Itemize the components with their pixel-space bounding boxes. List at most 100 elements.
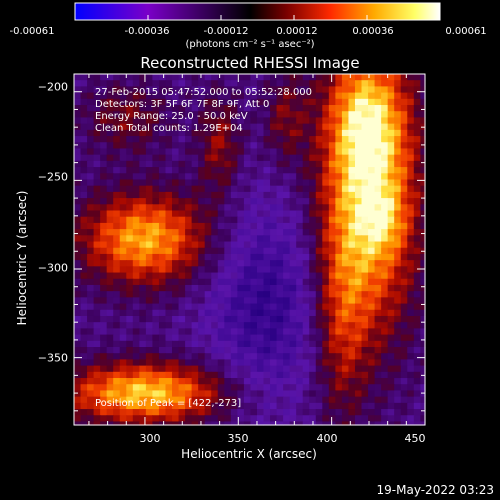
heatmap-cell xyxy=(276,359,284,367)
heatmap-cell xyxy=(230,396,238,404)
heatmap-cell xyxy=(230,278,238,286)
heatmap-cell xyxy=(93,396,101,404)
heatmap-cell xyxy=(185,222,193,230)
heatmap-cell xyxy=(119,247,127,255)
heatmap-cell xyxy=(341,272,350,280)
heatmap-cell xyxy=(74,154,82,162)
heatmap-cell xyxy=(381,396,389,404)
heatmap-cell xyxy=(381,241,389,249)
heatmap-cell xyxy=(354,117,363,125)
heatmap-cell xyxy=(211,365,219,373)
heatmap-cell xyxy=(374,347,382,354)
heatmap-cell xyxy=(191,98,199,106)
y-axis-label: Heliocentric Y (arcsec) xyxy=(15,190,29,326)
heatmap-cell xyxy=(74,198,82,205)
heatmap-cell xyxy=(368,396,376,404)
heatmap-cell xyxy=(400,396,408,404)
heatmap-cell xyxy=(224,241,232,249)
heatmap-cell xyxy=(106,98,114,106)
heatmap-cell xyxy=(250,247,258,255)
heatmap-cell xyxy=(302,129,310,137)
heatmap-cell xyxy=(230,111,238,119)
heatmap-cell xyxy=(354,266,363,274)
heatmap-cell xyxy=(158,179,167,187)
heatmap-cell xyxy=(158,303,167,311)
heatmap-cell xyxy=(354,415,363,423)
heatmap-cell xyxy=(224,371,232,379)
heatmap-cell xyxy=(387,272,395,280)
heatmap-cell xyxy=(361,359,369,367)
heatmap-cell xyxy=(309,204,317,212)
heatmap-cell xyxy=(185,315,193,323)
heatmap-cell xyxy=(302,111,310,119)
heatmap-cell xyxy=(237,303,245,311)
heatmap-cell xyxy=(302,322,310,329)
heatmap-cell xyxy=(381,415,389,423)
heatmap-cell xyxy=(230,340,238,348)
heatmap-cell xyxy=(217,402,225,410)
heatmap-cell xyxy=(250,384,258,392)
heatmap-cell xyxy=(328,340,336,348)
heatmap-cell xyxy=(289,241,297,249)
heatmap-cell xyxy=(276,241,284,249)
heatmap-cell xyxy=(172,253,180,261)
heatmap-cell xyxy=(172,328,180,336)
heatmap-cell xyxy=(322,340,330,348)
heatmap-cell xyxy=(296,210,304,218)
heatmap-cell xyxy=(413,284,421,292)
heatmap-cell xyxy=(93,402,101,410)
heatmap-cell xyxy=(270,185,278,193)
heatmap-cell xyxy=(204,328,212,336)
heatmap-cell xyxy=(191,235,199,243)
heatmap-cell xyxy=(172,291,180,298)
heatmap-cell xyxy=(139,322,147,329)
heatmap-cell xyxy=(276,390,284,398)
heatmap-cell xyxy=(93,173,101,181)
heatmap-cell xyxy=(394,247,402,255)
heatmap-cell xyxy=(243,167,252,174)
heatmap-cell xyxy=(270,421,278,426)
heatmap-cell xyxy=(270,191,278,199)
heatmap-cell xyxy=(80,160,88,168)
heatmap-cell xyxy=(289,272,297,280)
heatmap-cell xyxy=(381,105,389,112)
heatmap-cell xyxy=(178,347,186,354)
heatmap-cell xyxy=(361,142,369,150)
heatmap-cell xyxy=(152,353,160,360)
heatmap-cell xyxy=(152,98,160,106)
heatmap-cell xyxy=(198,390,206,398)
heatmap-cell xyxy=(394,309,402,317)
heatmap-cell xyxy=(256,210,265,218)
heatmap-cell xyxy=(145,185,154,193)
heatmap-cell xyxy=(243,353,252,360)
heatmap-cell xyxy=(368,309,376,317)
heatmap-cell xyxy=(322,384,330,392)
heatmap-cell xyxy=(87,284,95,292)
heatmap-cell xyxy=(191,396,199,404)
heatmap-cell xyxy=(348,384,356,392)
heatmap-cell xyxy=(80,80,88,87)
heatmap-cell xyxy=(211,86,219,94)
heatmap-cell xyxy=(322,315,330,323)
heatmap-cell xyxy=(191,402,199,410)
heatmap-cell xyxy=(394,117,402,125)
heatmap-cell xyxy=(250,210,258,218)
heatmap-cell xyxy=(243,154,252,162)
heatmap-cell xyxy=(106,365,114,373)
heatmap-cell xyxy=(100,402,108,410)
heatmap-cell xyxy=(224,322,232,329)
heatmap-cell xyxy=(178,111,186,119)
heatmap-cell xyxy=(348,98,356,106)
heatmap-cell xyxy=(87,247,95,255)
heatmap-cell xyxy=(237,278,245,286)
heatmap-cell xyxy=(224,210,232,218)
heatmap-cell xyxy=(172,98,180,106)
heatmap-cell xyxy=(289,74,297,81)
heatmap-cell xyxy=(256,241,265,249)
heatmap-cell xyxy=(270,315,278,323)
heatmap-cell xyxy=(204,291,212,298)
heatmap-cell xyxy=(152,173,160,181)
heatmap-cell xyxy=(185,340,193,348)
heatmap-cell xyxy=(341,303,350,311)
heatmap-cell xyxy=(354,334,363,342)
